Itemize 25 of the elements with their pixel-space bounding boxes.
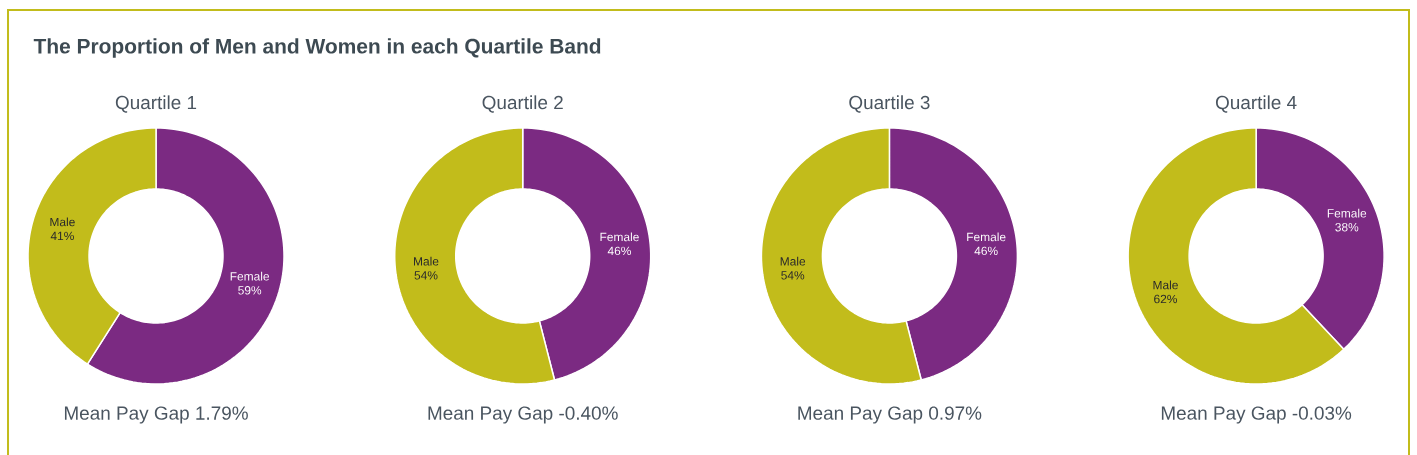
text: Mean Pay Gap 0.97%: [798, 406, 982, 424]
slice-label: Male: [780, 256, 806, 266]
chart-title: Quartile 1: [115, 95, 197, 113]
data-label: 62%: [1154, 294, 1177, 304]
slice-label: Male: [1153, 280, 1178, 290]
data-label: 54%: [781, 271, 805, 280]
data-label: 41%: [50, 231, 74, 241]
text: Mean Pay Gap 1.79%: [64, 406, 248, 424]
text: Mean Pay Gap -0.03%: [1161, 406, 1352, 424]
data-label: 59%: [238, 286, 262, 295]
data-label: 46%: [607, 246, 631, 256]
data-label: 38%: [1335, 223, 1359, 232]
data-label: 46%: [974, 246, 998, 256]
slice-label: Female: [600, 232, 639, 242]
text: Mean Pay Gap -0.40%: [428, 406, 618, 424]
slice-label: Male: [50, 217, 75, 227]
slice-label: Male: [414, 256, 439, 266]
slice-label: Female: [230, 271, 270, 281]
text: The Proportion of Men and Women in each Quartile Band: [33, 38, 601, 58]
data-label: 54%: [414, 271, 438, 280]
slice-label: Female: [967, 232, 1006, 242]
chart-title: Quartile 2: [482, 95, 563, 113]
chart-title: Quartile 3: [849, 95, 930, 113]
slice-label: Female: [1327, 208, 1367, 218]
chart-title: Quartile 4: [1215, 95, 1297, 113]
